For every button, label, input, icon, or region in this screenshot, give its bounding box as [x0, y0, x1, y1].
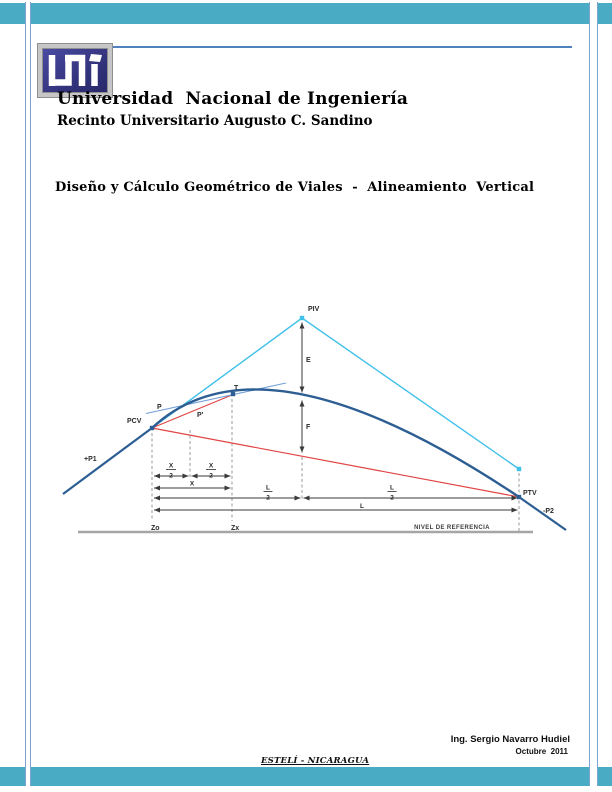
grade-in-line: [62, 427, 153, 495]
fraction-bars: [166, 469, 397, 492]
p-label: P: [157, 404, 162, 411]
dashed-guides: [151, 399, 520, 531]
chord-pcv-ptv: [151, 427, 520, 498]
diagram-labels: PIV PCV T PTV P P' E F +P1 -P2 Zo Zx X 2…: [84, 306, 554, 532]
l-half-right-den: 2: [390, 495, 394, 502]
l-half-left-num: L: [266, 485, 270, 492]
tangent-end-point: [516, 466, 522, 472]
x-half-left-num: X: [169, 463, 174, 470]
top-teal-band: [0, 3, 612, 24]
l-half-right-num: L: [390, 485, 394, 492]
header-rule: [95, 46, 572, 48]
x-half-right-num: X: [209, 463, 214, 470]
l-dim-label: L: [360, 503, 364, 510]
point-markers: [149, 315, 522, 500]
pcv-label: PCV: [127, 418, 142, 425]
grade-out-line: [518, 496, 567, 531]
right-frame-channel: [589, 2, 598, 786]
piv-label: PIV: [308, 306, 320, 313]
uni-logo: [38, 44, 112, 97]
document-title: Diseño y Cálculo Geométrico de Viales - …: [55, 180, 535, 195]
ptv-point: [516, 494, 522, 500]
dimension-lines: [154, 473, 518, 513]
l-half-left-den: 2: [266, 495, 270, 502]
vertical-curve: [151, 388, 520, 498]
e-label: E: [306, 357, 311, 364]
tangent-line-t: [145, 382, 287, 415]
chord-pcv-t: [151, 393, 234, 429]
grade-in-label: +P1: [84, 456, 97, 463]
ptv-label: PTV: [523, 490, 537, 497]
t-point: [230, 391, 236, 397]
p-prime-label: P': [197, 412, 204, 419]
reference-level-label: NIVEL DE REFERENCIA: [414, 525, 490, 531]
uni-logo-icon: [48, 54, 102, 86]
left-frame-channel: [25, 2, 31, 786]
piv-point: [299, 315, 305, 321]
university-title: Universidad Nacional de Ingeniería: [57, 89, 409, 109]
f-label: F: [306, 424, 311, 431]
pcv-point: [149, 425, 155, 431]
t-label: T: [234, 385, 239, 392]
footer-author: Ing. Sergio Navarro Hudiel: [450, 734, 570, 745]
zx-label: Zx: [231, 525, 239, 532]
grade-out-label: -P2: [543, 508, 554, 515]
x-half-left-den: 2: [169, 473, 173, 480]
campus-subtitle: Recinto Universitario Augusto C. Sandino: [57, 113, 373, 129]
x-dim-label: X: [190, 481, 195, 488]
zo-label: Zo: [151, 525, 160, 532]
chord-lines: [151, 393, 520, 498]
grade-and-curve: [62, 388, 567, 531]
bottom-teal-band: [0, 767, 612, 786]
footer-date: Octubre 2011: [515, 747, 568, 756]
tangent-lines-piv: [151, 317, 520, 470]
footer-location: ESTELÍ - NICARAGUA: [261, 756, 370, 766]
x-half-right-den: 2: [209, 473, 213, 480]
